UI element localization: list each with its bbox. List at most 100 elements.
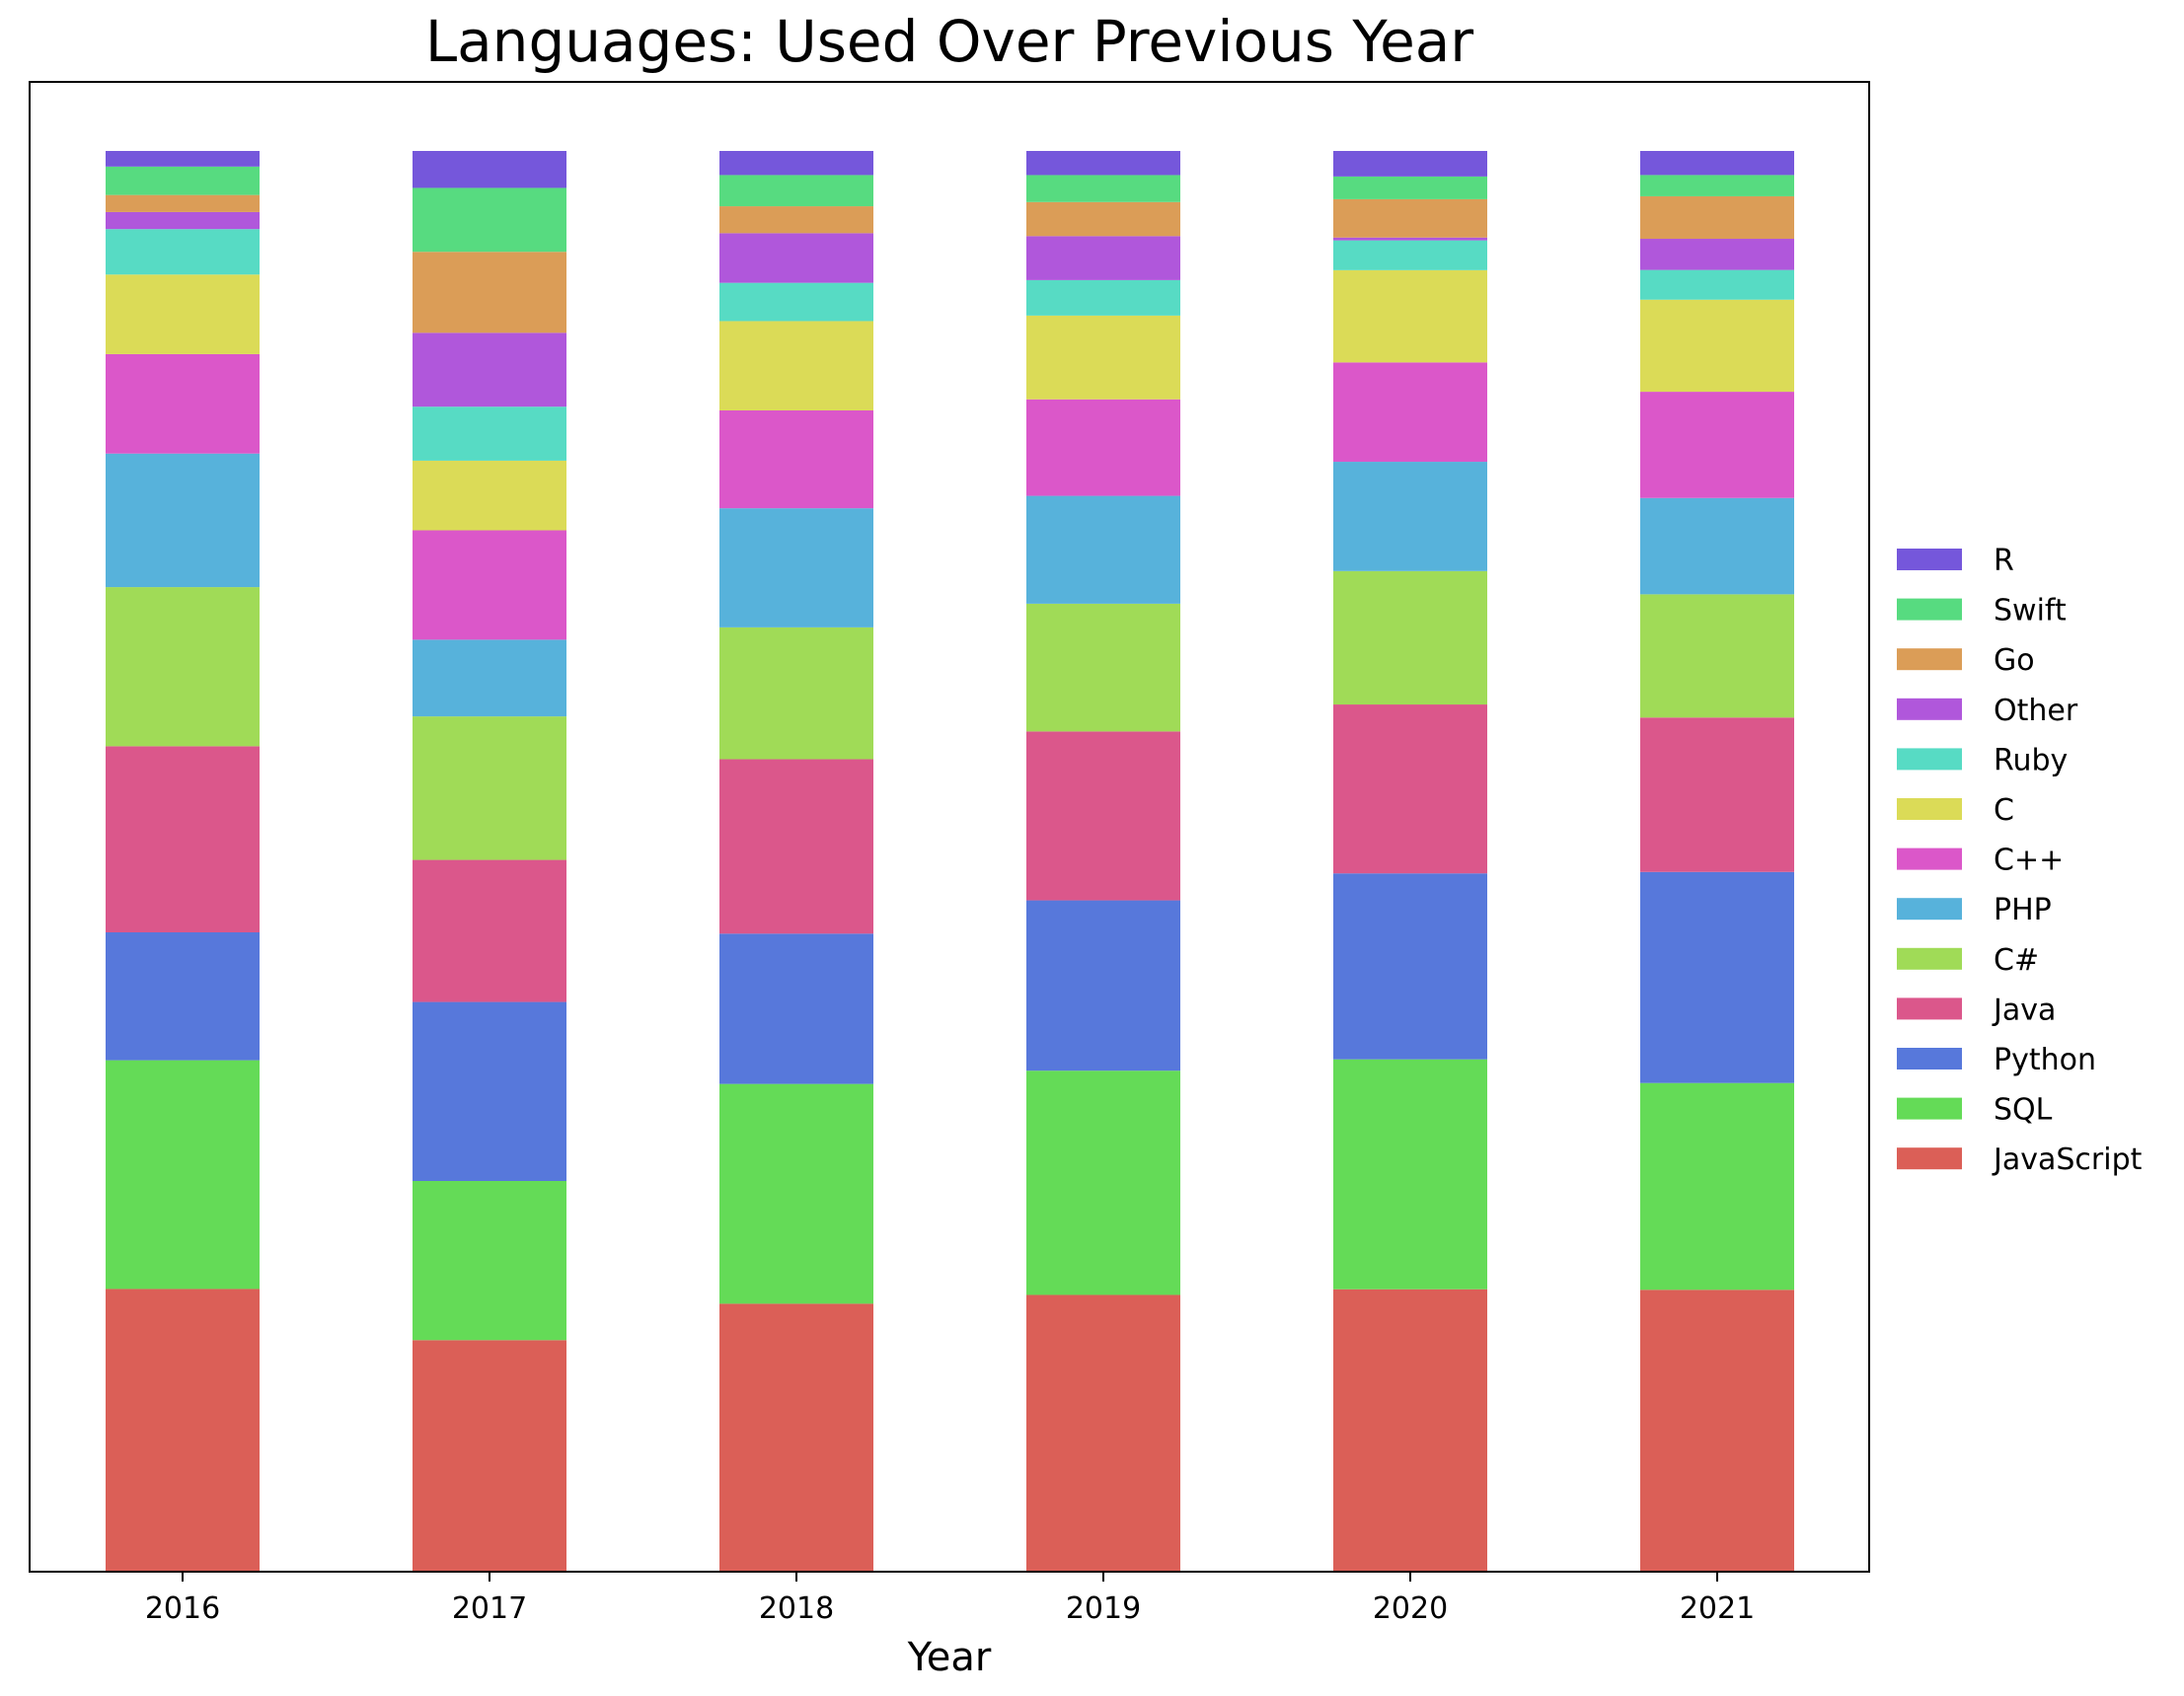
bar-c-2020 bbox=[1333, 269, 1487, 363]
bar-ruby-2019 bbox=[1026, 279, 1180, 316]
legend-label-sql: SQL bbox=[1994, 1093, 2053, 1128]
bar-csharp-2017 bbox=[413, 716, 566, 860]
legend: R Swift Go Other Ruby C C++ PHP C# Java Python SQL J… bbox=[1897, 544, 2143, 1177]
bar-ruby-2016 bbox=[106, 229, 260, 275]
bar-cpp-2020 bbox=[1333, 362, 1487, 463]
legend-label-javascript: JavaScript bbox=[1992, 1143, 2143, 1177]
bar-other-2020 bbox=[1333, 237, 1487, 241]
bar-python-2018 bbox=[719, 933, 873, 1084]
x-axis-label: Year bbox=[907, 1635, 992, 1680]
legend-label-php: PHP bbox=[1994, 893, 2052, 927]
legend-swatch-java bbox=[1897, 997, 1962, 1020]
legend-swatch-go bbox=[1897, 648, 1962, 671]
bar-r-2017 bbox=[413, 151, 566, 188]
bar-php-2020 bbox=[1333, 462, 1487, 571]
bar-sql-2020 bbox=[1333, 1059, 1487, 1290]
bar-swift-2021 bbox=[1640, 175, 1794, 196]
legend-swatch-other bbox=[1897, 698, 1962, 720]
bar-r-2021 bbox=[1640, 151, 1794, 176]
bar-r-2019 bbox=[1026, 151, 1180, 176]
bar-swift-2019 bbox=[1026, 175, 1180, 202]
legend-label-python: Python bbox=[1994, 1043, 2096, 1077]
bar-cpp-2021 bbox=[1640, 392, 1794, 498]
bar-c-2021 bbox=[1640, 299, 1794, 393]
bar-r-2018 bbox=[719, 151, 873, 176]
bar-go-2020 bbox=[1333, 198, 1487, 238]
bar-java-2017 bbox=[413, 859, 566, 1002]
bar-r-2016 bbox=[106, 151, 260, 167]
bar-swift-2016 bbox=[106, 166, 260, 195]
bar-swift-2017 bbox=[413, 187, 566, 253]
bar-sql-2019 bbox=[1026, 1070, 1180, 1295]
bar-ruby-2018 bbox=[719, 282, 873, 322]
bar-python-2021 bbox=[1640, 871, 1794, 1083]
bar-go-2019 bbox=[1026, 201, 1180, 237]
bar-php-2017 bbox=[413, 639, 566, 717]
bar-javascript-2019 bbox=[1026, 1294, 1180, 1572]
bar-csharp-2019 bbox=[1026, 603, 1180, 732]
legend-swatch-swift bbox=[1897, 598, 1962, 621]
bar-c-2016 bbox=[106, 274, 260, 354]
bar-go-2016 bbox=[106, 194, 260, 212]
bar-javascript-2016 bbox=[106, 1289, 260, 1572]
bar-other-2018 bbox=[719, 233, 873, 283]
bar-c-2017 bbox=[413, 460, 566, 531]
legend-swatch-cpp bbox=[1897, 848, 1962, 870]
bar-swift-2020 bbox=[1333, 176, 1487, 199]
legend-label-r: R bbox=[1994, 544, 2014, 578]
bar-sql-2016 bbox=[106, 1060, 260, 1290]
bar-javascript-2018 bbox=[719, 1303, 873, 1572]
bar-go-2021 bbox=[1640, 195, 1794, 240]
plot-frame bbox=[29, 81, 1870, 1573]
legend-swatch-csharp bbox=[1897, 947, 1962, 970]
bar-sql-2021 bbox=[1640, 1082, 1794, 1290]
legend-swatch-javascript bbox=[1897, 1147, 1962, 1170]
bar-r-2020 bbox=[1333, 151, 1487, 177]
bar-ruby-2021 bbox=[1640, 269, 1794, 300]
bar-csharp-2021 bbox=[1640, 594, 1794, 718]
bar-php-2018 bbox=[719, 508, 873, 627]
bar-ruby-2017 bbox=[413, 406, 566, 461]
x-tick-label-2017: 2017 bbox=[452, 1591, 527, 1626]
bar-other-2021 bbox=[1640, 239, 1794, 270]
x-tick-label-2019: 2019 bbox=[1066, 1591, 1141, 1626]
bar-other-2019 bbox=[1026, 236, 1180, 280]
legend-label-other: Other bbox=[1994, 694, 2078, 728]
legend-label-cpp: C++ bbox=[1994, 844, 2064, 878]
bar-cpp-2017 bbox=[413, 530, 566, 640]
legend-swatch-c bbox=[1897, 798, 1962, 820]
bar-ruby-2020 bbox=[1333, 240, 1487, 270]
bar-php-2021 bbox=[1640, 497, 1794, 595]
bar-csharp-2018 bbox=[719, 627, 873, 760]
x-tick-label-2018: 2018 bbox=[759, 1591, 834, 1626]
bar-python-2016 bbox=[106, 932, 260, 1061]
legend-swatch-ruby bbox=[1897, 748, 1962, 771]
bar-csharp-2020 bbox=[1333, 570, 1487, 705]
bar-javascript-2021 bbox=[1640, 1290, 1794, 1572]
x-tick-label-2021: 2021 bbox=[1680, 1591, 1755, 1626]
bar-python-2019 bbox=[1026, 900, 1180, 1071]
legend-label-swift: Swift bbox=[1994, 594, 2067, 628]
bar-sql-2018 bbox=[719, 1083, 873, 1304]
bar-swift-2018 bbox=[719, 175, 873, 207]
bar-cpp-2018 bbox=[719, 409, 873, 509]
bar-go-2018 bbox=[719, 206, 873, 234]
bar-c-2019 bbox=[1026, 315, 1180, 400]
bar-c-2018 bbox=[719, 321, 873, 410]
bar-csharp-2016 bbox=[106, 587, 260, 747]
bar-python-2017 bbox=[413, 1001, 566, 1181]
bar-java-2016 bbox=[106, 746, 260, 932]
bar-java-2020 bbox=[1333, 704, 1487, 874]
bar-javascript-2020 bbox=[1333, 1289, 1487, 1572]
bar-cpp-2019 bbox=[1026, 399, 1180, 496]
x-axis-ticks: 2016 2017 2018 2019 2020 2021 bbox=[145, 1572, 1755, 1626]
bar-java-2019 bbox=[1026, 731, 1180, 901]
legend-label-go: Go bbox=[1994, 643, 2035, 678]
bar-other-2017 bbox=[413, 332, 566, 407]
legend-label-csharp: C# bbox=[1994, 943, 2039, 978]
legend-label-ruby: Ruby bbox=[1994, 743, 2068, 777]
legend-swatch-r bbox=[1897, 549, 1962, 570]
x-tick-label-2020: 2020 bbox=[1373, 1591, 1448, 1626]
bar-php-2016 bbox=[106, 453, 260, 588]
